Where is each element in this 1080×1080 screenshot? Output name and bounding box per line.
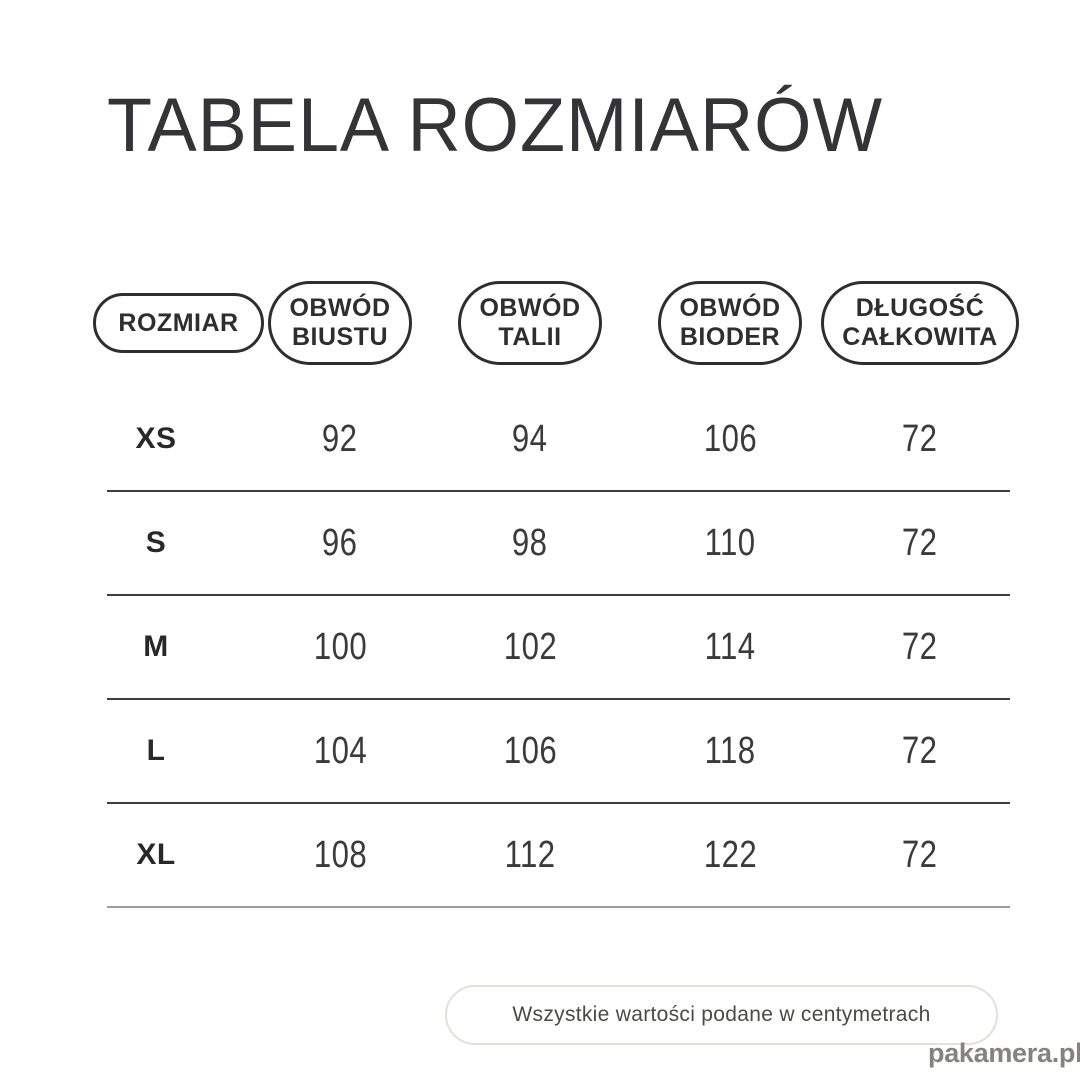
page-title: TABELA ROZMIARÓW: [107, 83, 884, 168]
length-value: 72: [902, 833, 938, 876]
column-header-rozmiar: ROZMIAR: [93, 293, 264, 353]
column-header-pill: DŁUGOŚĆ CAŁKOWITA: [821, 281, 1019, 365]
size-label: XS: [135, 422, 177, 455]
column-header-label: OBWÓD: [479, 294, 581, 322]
bust-value: 108: [313, 833, 367, 876]
column-header-obwod-talii: OBWÓD TALII: [430, 281, 630, 365]
size-label: S: [145, 526, 167, 559]
length-value: 72: [902, 729, 938, 772]
hips-value: 114: [704, 625, 756, 668]
waist-value: 98: [512, 521, 548, 564]
column-header-label: ROZMIAR: [118, 308, 239, 337]
length-value: 72: [902, 521, 938, 564]
table-header-row: ROZMIAR OBWÓD BIUSTU OBWÓD TALII OBWÓD B…: [93, 258, 1019, 388]
hips-value: 106: [703, 417, 757, 460]
column-header-label: DŁUGOŚĆ: [855, 294, 985, 322]
column-header-obwod-bioder: OBWÓD BIODER: [630, 281, 830, 365]
column-header-pill: OBWÓD BIODER: [658, 281, 802, 365]
column-header-label: CAŁKOWITA: [842, 323, 998, 351]
size-label: XL: [136, 838, 176, 871]
bust-value: 100: [313, 625, 367, 668]
column-header-pill: OBWÓD TALII: [458, 281, 602, 365]
units-note-text: Wszystkie wartości podane w centymetrach: [512, 1003, 931, 1026]
size-label: M: [143, 630, 169, 663]
column-header-label: OBWÓD: [289, 294, 391, 322]
bust-value: 104: [313, 729, 367, 772]
length-value: 72: [902, 625, 938, 668]
table-row-xs: XS 92 94 106 72: [107, 388, 1010, 492]
column-header-label: BIODER: [679, 323, 781, 351]
size-label: L: [146, 734, 166, 767]
column-header-obwod-biustu: OBWÓD BIUSTU: [250, 281, 430, 365]
hips-value: 118: [704, 729, 756, 772]
table-row-s: S 96 98 110 72: [107, 492, 1010, 596]
column-header-pill: OBWÓD BIUSTU: [268, 281, 412, 365]
pakamera-watermark-logo: pakamera.pl: [928, 1038, 1080, 1068]
bust-value: 96: [322, 521, 358, 564]
column-header-dlugosc-calkowita: DŁUGOŚĆ CAŁKOWITA: [821, 281, 1019, 365]
column-header-label: BIUSTU: [291, 323, 389, 351]
column-header-pill: ROZMIAR: [93, 293, 264, 353]
hips-value: 110: [704, 521, 756, 564]
column-header-label: OBWÓD: [679, 294, 781, 322]
units-note-pill: Wszystkie wartości podane w centymetrach: [445, 985, 998, 1045]
table-row-xl: XL 108 112 122 72: [107, 804, 1010, 908]
waist-value: 106: [503, 729, 557, 772]
hips-value: 122: [703, 833, 757, 876]
table-row-l: L 104 106 118 72: [107, 700, 1010, 804]
waist-value: 94: [512, 417, 548, 460]
bust-value: 92: [322, 417, 358, 460]
waist-value: 112: [504, 833, 556, 876]
table-row-m: M 100 102 114 72: [107, 596, 1010, 700]
column-header-label: TALII: [498, 323, 562, 351]
size-table: ROZMIAR OBWÓD BIUSTU OBWÓD TALII OBWÓD B…: [93, 258, 1019, 908]
length-value: 72: [902, 417, 938, 460]
waist-value: 102: [503, 625, 557, 668]
